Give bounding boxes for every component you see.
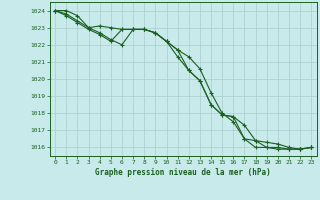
X-axis label: Graphe pression niveau de la mer (hPa): Graphe pression niveau de la mer (hPa): [95, 168, 271, 177]
